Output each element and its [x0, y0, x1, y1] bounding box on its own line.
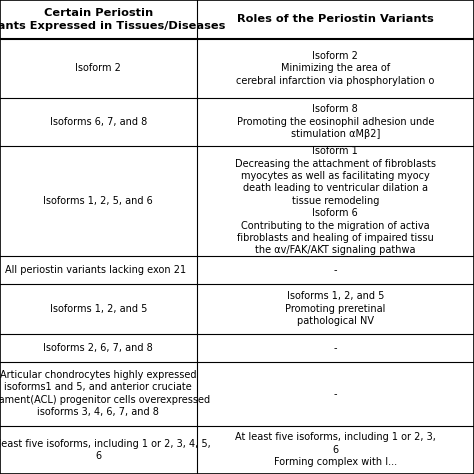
Text: Isoform 2: Isoform 2	[75, 63, 121, 73]
Text: -: -	[334, 264, 337, 275]
Text: At least five isoforms, including 1 or 2, 3,
6
Forming complex with I...: At least five isoforms, including 1 or 2…	[235, 432, 436, 467]
Text: Isoform 8
Promoting the eosinophil adhesion unde
stimulation αMβ2]: Isoform 8 Promoting the eosinophil adhes…	[237, 104, 434, 139]
Bar	[0, 146, 474, 255]
Text: Isoform 2
Minimizing the area of
cerebral infarction via phosphorylation o: Isoform 2 Minimizing the area of cerebra…	[236, 51, 435, 86]
Bar	[0, 255, 474, 284]
Text: Articular chondrocytes highly expressed
isoforms1 and 5, and anterior cruciate
l: Articular chondrocytes highly expressed …	[0, 370, 210, 417]
Text: Certain Periostin
Variants Expressed in Tissues/Diseases: Certain Periostin Variants Expressed in …	[0, 8, 225, 31]
Bar	[0, 362, 474, 426]
Text: Isoforms 6, 7, and 8: Isoforms 6, 7, and 8	[50, 117, 147, 127]
Bar	[0, 39, 474, 98]
Bar	[0, 334, 474, 362]
Text: Roles of the Periostin Variants: Roles of the Periostin Variants	[237, 14, 434, 25]
Bar	[0, 98, 474, 146]
Text: At least five isoforms, including 1 or 2, 3, 4, 5,
6: At least five isoforms, including 1 or 2…	[0, 438, 211, 461]
Text: Isoforms 1, 2, and 5: Isoforms 1, 2, and 5	[50, 304, 147, 314]
Text: All periostin variants lacking exon 21: All periostin variants lacking exon 21	[5, 264, 186, 275]
Text: Isoforms 1, 2, 5, and 6: Isoforms 1, 2, 5, and 6	[44, 196, 153, 206]
Text: Isoform 1
Decreasing the attachment of fibroblasts
myocytes as well as facilitat: Isoform 1 Decreasing the attachment of f…	[235, 146, 436, 255]
Text: Isoforms 1, 2, and 5
Promoting preretinal
pathological NV: Isoforms 1, 2, and 5 Promoting preretina…	[285, 292, 385, 326]
Bar	[0, 284, 474, 334]
Bar	[0, 426, 474, 474]
Text: -: -	[334, 389, 337, 399]
Bar	[0, 0, 474, 39]
Text: Isoforms 2, 6, 7, and 8: Isoforms 2, 6, 7, and 8	[44, 343, 153, 353]
Text: -: -	[334, 343, 337, 353]
